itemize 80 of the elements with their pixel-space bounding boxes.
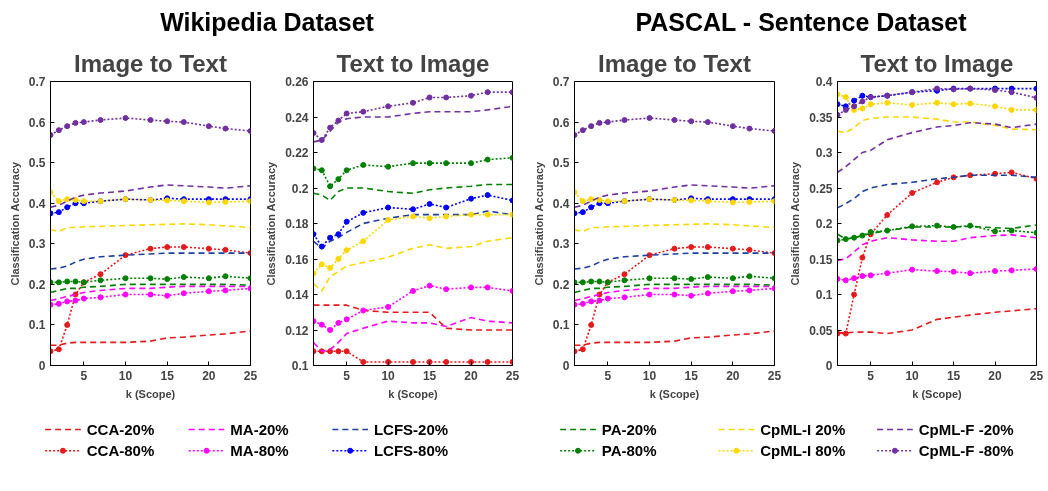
legend-label: PA-80% bbox=[601, 442, 657, 460]
legend-label: CpML-I 20% bbox=[760, 421, 846, 439]
x-tick-label: 10 bbox=[905, 368, 920, 383]
x-tick-label: 5 bbox=[343, 368, 351, 383]
legend-label: PA-20% bbox=[601, 421, 657, 439]
chart-title: Text to Image bbox=[336, 49, 490, 77]
y-tick-label: 0.1 bbox=[815, 288, 833, 302]
y-tick-label: 0.2 bbox=[552, 277, 570, 292]
x-tick-label: 25 bbox=[767, 368, 782, 383]
x-tick-label: 5 bbox=[867, 368, 875, 383]
x-axis-title: k (Scope) bbox=[125, 387, 176, 400]
y-tick-label: 0.16 bbox=[285, 252, 309, 267]
y-tick-label: 0 bbox=[38, 359, 46, 373]
y-tick-label: 0.5 bbox=[552, 156, 570, 171]
y-tick-label: 0.25 bbox=[809, 181, 833, 196]
x-tick-label: 20 bbox=[988, 368, 1003, 383]
x-tick-label: 15 bbox=[160, 368, 175, 383]
chart-subtitle: Wikipedia Dataset bbox=[160, 7, 374, 38]
y-tick-label: 0.05 bbox=[809, 323, 833, 338]
y-tick-label: 0.3 bbox=[552, 237, 570, 252]
y-tick-label: 0.1 bbox=[291, 359, 309, 373]
y-tick-label: 0.12 bbox=[285, 323, 309, 338]
x-tick-label: 20 bbox=[202, 368, 216, 383]
y-tick-label: 0.4 bbox=[552, 196, 570, 211]
x-axis-title: k (Scope) bbox=[912, 387, 963, 400]
y-tick-label: 0.2 bbox=[815, 217, 833, 231]
y-tick-label: 0.14 bbox=[285, 288, 309, 302]
y-tick-label: 0.2 bbox=[28, 277, 46, 292]
y-tick-label: 0.18 bbox=[285, 217, 309, 231]
legend-label: MA-20% bbox=[230, 421, 289, 439]
y-tick-label: 0.15 bbox=[809, 252, 833, 267]
legend-label: CpML-F -20% bbox=[918, 421, 1014, 439]
chart-title: Image to Text bbox=[74, 49, 227, 77]
y-tick-label: 0.5 bbox=[28, 156, 46, 171]
y-tick-label: 0.7 bbox=[552, 75, 570, 89]
y-tick-label: 0 bbox=[825, 359, 833, 373]
x-tick-label: 20 bbox=[726, 368, 740, 383]
y-tick-label: 0.3 bbox=[815, 146, 833, 160]
legend-label: LCFS-20% bbox=[373, 421, 449, 439]
y-axis-title: Classification Accuracy bbox=[265, 160, 278, 286]
legend-label: MA-80% bbox=[230, 442, 289, 460]
x-tick-label: 25 bbox=[1029, 368, 1044, 383]
y-tick-label: 0.4 bbox=[815, 75, 833, 89]
x-axis-title: k (Scope) bbox=[649, 387, 700, 400]
legend-label: CpML-I 80% bbox=[760, 442, 846, 460]
legend-label: CCA-80% bbox=[86, 442, 155, 460]
chart-subtitle: PASCAL - Sentence Dataset bbox=[635, 7, 967, 38]
x-tick-label: 15 bbox=[946, 368, 961, 383]
y-tick-label: 0.1 bbox=[28, 318, 46, 333]
y-tick-label: 0.35 bbox=[809, 110, 833, 125]
legend-label: CCA-20% bbox=[86, 421, 155, 439]
x-tick-label: 25 bbox=[243, 368, 258, 383]
y-tick-label: 0.1 bbox=[552, 318, 570, 333]
y-tick-label: 0.24 bbox=[285, 110, 309, 125]
y-axis-title: Classification Accuracy bbox=[789, 160, 802, 286]
chart-title: Image to Text bbox=[598, 49, 751, 77]
x-tick-label: 10 bbox=[118, 368, 133, 383]
y-tick-label: 0.3 bbox=[28, 237, 46, 252]
y-tick-label: 0.2 bbox=[291, 181, 309, 196]
x-axis-title: k (Scope) bbox=[388, 387, 439, 400]
y-tick-label: 0.7 bbox=[28, 75, 46, 89]
x-tick-label: 15 bbox=[684, 368, 699, 383]
y-tick-label: 0 bbox=[562, 359, 570, 373]
legend-label: LCFS-80% bbox=[373, 442, 449, 460]
legend-label: CpML-F -80% bbox=[918, 442, 1014, 460]
x-tick-label: 5 bbox=[604, 368, 612, 383]
y-tick-label: 0.4 bbox=[28, 196, 46, 211]
y-tick-label: 0.26 bbox=[285, 75, 309, 89]
x-tick-label: 10 bbox=[381, 368, 396, 383]
x-tick-label: 20 bbox=[464, 368, 479, 383]
x-tick-label: 25 bbox=[505, 368, 520, 383]
y-axis-title: Classification Accuracy bbox=[532, 160, 545, 286]
x-tick-label: 10 bbox=[642, 368, 657, 383]
y-tick-label: 0.6 bbox=[28, 115, 46, 130]
y-tick-label: 0.22 bbox=[285, 146, 309, 160]
x-tick-label: 15 bbox=[422, 368, 437, 383]
y-axis-title: Classification Accuracy bbox=[8, 160, 21, 286]
x-tick-label: 5 bbox=[80, 368, 88, 383]
y-tick-label: 0.6 bbox=[552, 115, 570, 130]
chart-title: Text to Image bbox=[860, 49, 1014, 77]
